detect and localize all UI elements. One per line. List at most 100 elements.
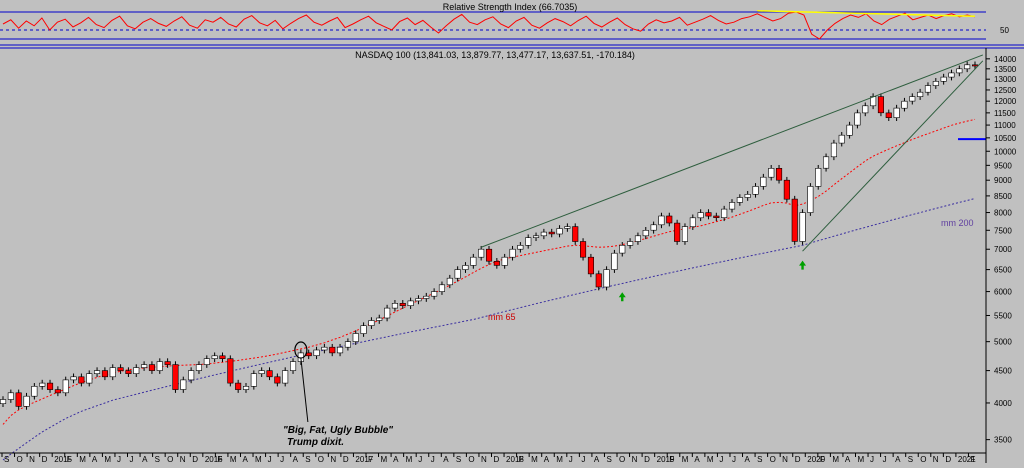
x-tick-label: F (820, 455, 825, 463)
candle (407, 300, 414, 306)
candle (603, 269, 610, 288)
candle (783, 179, 790, 200)
trendline (480, 54, 984, 248)
candle (854, 112, 861, 126)
x-tick-label: D (795, 455, 801, 463)
x-tick-label: O (167, 455, 173, 463)
x-tick-label: F (519, 455, 524, 463)
x-tick-label: M (556, 455, 563, 463)
candle (611, 252, 618, 270)
y-tick-label: 10500 (994, 134, 1017, 143)
price-title: NASDAQ 100 (13,841.03, 13,879.77, 13,477… (355, 50, 635, 60)
x-tick-label: F (217, 455, 222, 463)
candle (595, 273, 602, 288)
bubble-pointer (300, 357, 309, 423)
candle (924, 85, 932, 93)
candle (532, 235, 540, 239)
candle (336, 346, 344, 354)
candle (164, 361, 171, 365)
candle (101, 370, 108, 378)
x-tick-label: J (431, 455, 435, 463)
x-tick-label: F (970, 455, 975, 463)
rsi-trendline (757, 10, 976, 17)
candle (384, 307, 391, 319)
candle (462, 265, 469, 270)
candle (282, 370, 289, 384)
y-tick-label: 11500 (994, 109, 1016, 118)
candle (548, 231, 555, 235)
x-tick-label: M (255, 455, 262, 463)
candle (807, 186, 814, 213)
x-tick-label: J (581, 455, 585, 463)
y-tick-label: 8000 (994, 209, 1012, 218)
y-tick-label: 13500 (994, 65, 1017, 74)
candle (627, 241, 634, 246)
y-tick-label: 6500 (994, 266, 1012, 275)
candle (642, 230, 649, 237)
candle (971, 64, 979, 67)
candle (713, 215, 720, 219)
x-tick-label: 2018 (506, 455, 524, 463)
x-tick-label: S (606, 455, 611, 463)
candle (15, 392, 22, 407)
rsi-line (2, 11, 976, 40)
candle (658, 215, 665, 226)
y-tick-label: 5500 (994, 311, 1012, 320)
x-tick-label: D (42, 455, 48, 463)
candle (964, 64, 971, 70)
x-tick-label: A (895, 455, 901, 463)
x-tick-label: A (745, 455, 751, 463)
candle (125, 370, 132, 375)
trendline (802, 60, 984, 252)
x-tick-label: M (832, 455, 839, 463)
x-tick-label: J (870, 455, 874, 463)
candle (235, 382, 242, 390)
candle (94, 370, 101, 375)
candle (391, 302, 399, 309)
y-tick-label: 10000 (994, 147, 1017, 156)
y-tick-label: 12000 (994, 97, 1017, 106)
candle (46, 382, 54, 390)
candle (556, 228, 563, 235)
candle (885, 112, 892, 119)
candle (862, 105, 869, 114)
x-tick-label: A (845, 455, 851, 463)
candle (917, 91, 924, 97)
ma65-label: mm 65 (488, 312, 516, 322)
candle (172, 364, 179, 390)
x-tick-label: S (155, 455, 160, 463)
candle (423, 295, 430, 299)
x-tick-label: M (381, 455, 388, 463)
x-tick-label: 2020 (807, 455, 825, 463)
candle (822, 156, 830, 169)
x-tick-label: D (644, 455, 650, 463)
y-tick-label: 12500 (994, 86, 1017, 95)
x-tick-label: M (707, 455, 714, 463)
candle (141, 364, 148, 368)
candle (525, 237, 532, 246)
candle (940, 76, 947, 82)
candle (211, 355, 218, 359)
candle (70, 376, 77, 381)
y-tick-label: 3500 (994, 436, 1012, 445)
x-tick-label: A (443, 455, 449, 463)
candle (752, 186, 759, 195)
candle (376, 317, 383, 321)
candle (156, 361, 163, 371)
candle (368, 320, 375, 326)
candle (446, 277, 453, 286)
candle (564, 226, 571, 229)
y-tick-label: 9500 (994, 161, 1012, 170)
x-tick-label: J (732, 455, 736, 463)
candle (352, 333, 359, 342)
x-tick-label: A (393, 455, 399, 463)
candle (23, 395, 30, 407)
candle (274, 376, 281, 384)
y-tick-label: 13000 (994, 75, 1017, 84)
x-tick-label: J (280, 455, 284, 463)
x-tick-label: S (908, 455, 913, 463)
candle (846, 124, 853, 136)
x-tick-label: N (481, 455, 487, 463)
